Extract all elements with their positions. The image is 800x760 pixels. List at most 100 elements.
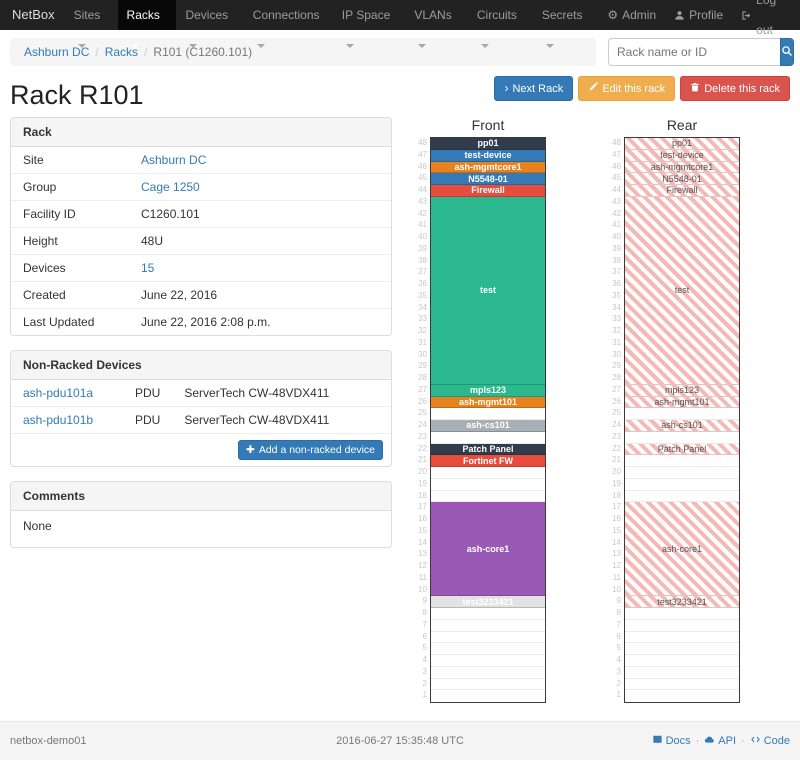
rack-device-front[interactable]: test3233421 bbox=[431, 596, 545, 608]
unit-number: 48 bbox=[612, 138, 621, 147]
docs-link[interactable]: Docs bbox=[652, 734, 691, 748]
unit-number: 44 bbox=[612, 185, 621, 194]
search-button[interactable] bbox=[780, 38, 794, 66]
rack-info-value-link[interactable]: 15 bbox=[141, 261, 155, 275]
rack-info-row: Facility ID C1260.101 bbox=[11, 200, 391, 228]
unit-number: 10 bbox=[612, 584, 621, 594]
logout-menu-item[interactable]: Log out bbox=[732, 0, 790, 37]
api-link[interactable]: API bbox=[704, 734, 736, 748]
footer-separator: · bbox=[695, 735, 700, 747]
unit-number: 6 bbox=[422, 631, 427, 641]
unit-number: 23 bbox=[612, 431, 621, 441]
rack-device-rear[interactable]: ash-core1 bbox=[625, 502, 739, 597]
rack-device-rear[interactable]: Patch Panel bbox=[625, 443, 739, 456]
device-name-link[interactable]: ash-pdu101b bbox=[23, 413, 94, 427]
rack-device-rear[interactable]: ash-mgmt101 bbox=[625, 396, 739, 409]
rack-device-front[interactable]: ash-mgmt101 bbox=[431, 396, 545, 409]
rack-device-rear[interactable]: N5548-01 bbox=[625, 173, 739, 185]
rack-device-front[interactable]: ash-mgmtcore1 bbox=[431, 161, 545, 174]
next-rack-button[interactable]: › Next Rack bbox=[494, 76, 574, 101]
empty-rack-unit bbox=[625, 690, 739, 702]
unit-number: 24 bbox=[612, 420, 621, 429]
unit-number: 5 bbox=[616, 643, 621, 653]
breadcrumb-item[interactable]: Racks bbox=[104, 45, 139, 59]
rack-device-front[interactable]: mpls123 bbox=[431, 384, 545, 397]
unit-number: 39 bbox=[612, 243, 621, 253]
non-racked-panel-footer: ✚ Add a non-racked device bbox=[11, 433, 391, 466]
empty-rack-unit bbox=[431, 478, 545, 491]
device-name-link[interactable]: ash-pdu101a bbox=[23, 386, 94, 400]
unit-number: 35 bbox=[418, 290, 427, 300]
unit-number: 31 bbox=[418, 337, 427, 347]
left-column: Rack Site Ashburn DC Group Cage 1250 Facilit… bbox=[10, 117, 392, 562]
profile-menu-item[interactable]: Profile bbox=[665, 0, 732, 30]
rack-device-front[interactable]: Fortinet FW bbox=[431, 455, 545, 467]
rack-device-rear[interactable]: test3233421 bbox=[625, 596, 739, 608]
nav-item-secrets[interactable]: Secrets bbox=[533, 0, 599, 48]
delete-rack-button[interactable]: Delete this rack bbox=[680, 76, 790, 101]
rack-device-rear[interactable]: test-device bbox=[625, 149, 739, 162]
unit-number: 28 bbox=[612, 373, 621, 382]
unit-number: 11 bbox=[612, 572, 621, 582]
unit-number: 9 bbox=[422, 596, 427, 606]
unit-number: 33 bbox=[612, 314, 621, 324]
nav-item-sites[interactable]: Sites bbox=[65, 0, 118, 48]
rack-info-value-link[interactable]: Cage 1250 bbox=[141, 180, 200, 194]
rack-info-row: Created June 22, 2016 bbox=[11, 281, 391, 309]
add-non-racked-label: Add a non-racked device bbox=[258, 444, 375, 456]
app-brand[interactable]: NetBox bbox=[12, 7, 55, 22]
rack-device-front[interactable]: ash-cs101 bbox=[431, 420, 545, 432]
chevron-down-icon bbox=[256, 43, 265, 48]
unit-number: 40 bbox=[612, 232, 621, 241]
nav-item-label: Connections bbox=[252, 8, 320, 22]
rack-device-front[interactable]: ash-core1 bbox=[431, 502, 545, 597]
title-row: Rack R101 › Next Rack Edit this rack Del… bbox=[10, 76, 790, 111]
main-content: Rack Site Ashburn DC Group Cage 1250 Facilit… bbox=[0, 117, 800, 703]
breadcrumb-item[interactable]: Ashburn DC bbox=[24, 45, 90, 59]
docs-label: Docs bbox=[665, 735, 691, 747]
unit-number: 29 bbox=[418, 361, 427, 371]
add-non-racked-device-button[interactable]: ✚ Add a non-racked device bbox=[238, 440, 383, 460]
unit-number: 13 bbox=[418, 549, 427, 559]
unit-number: 36 bbox=[418, 279, 427, 288]
search-input[interactable] bbox=[608, 38, 780, 66]
nav-item-vlans[interactable]: VLANs bbox=[405, 0, 468, 48]
rack-device-rear[interactable]: mpls123 bbox=[625, 384, 739, 397]
footer-hostname: netbox-demo01 bbox=[10, 735, 87, 747]
rack-device-front[interactable]: Patch Panel bbox=[431, 443, 545, 456]
empty-rack-unit bbox=[431, 619, 545, 632]
rack-info-value-link[interactable]: Ashburn DC bbox=[141, 153, 207, 167]
admin-menu-item[interactable]: ⚙ Admin bbox=[598, 0, 665, 30]
rack-device-front[interactable]: Firewall bbox=[431, 185, 545, 197]
unit-number: 40 bbox=[418, 232, 427, 241]
rack-device-rear[interactable]: Firewall bbox=[625, 185, 739, 197]
nav-item-circuits[interactable]: Circuits bbox=[468, 0, 533, 48]
empty-rack-unit bbox=[431, 408, 545, 420]
rack-device-rear[interactable]: ash-cs101 bbox=[625, 420, 739, 432]
unit-number: 7 bbox=[616, 619, 621, 629]
non-racked-panel-title: Non-Racked Devices bbox=[11, 351, 391, 380]
rack-device-front[interactable]: test bbox=[431, 196, 545, 385]
unit-number: 17 bbox=[418, 502, 427, 512]
rack-device-front[interactable]: pp01 bbox=[431, 138, 545, 150]
chevron-down-icon bbox=[418, 43, 427, 48]
empty-rack-unit bbox=[625, 619, 739, 632]
empty-rack-unit bbox=[431, 490, 545, 503]
rack-device-front[interactable]: N5548-01 bbox=[431, 173, 545, 185]
nav-item-ip-space[interactable]: IP Space bbox=[333, 0, 406, 48]
empty-rack-unit bbox=[431, 643, 545, 655]
nav-item-devices[interactable]: Devices bbox=[176, 0, 243, 48]
unit-number: 8 bbox=[422, 608, 427, 617]
nav-item-racks[interactable]: Racks bbox=[117, 0, 177, 48]
edit-rack-button[interactable]: Edit this rack bbox=[578, 76, 676, 101]
nav-item-connections[interactable]: Connections bbox=[244, 0, 333, 48]
unit-number: 12 bbox=[418, 561, 427, 570]
rack-device-rear[interactable]: ash-mgmtcore1 bbox=[625, 161, 739, 174]
rack-device-rear[interactable]: pp01 bbox=[625, 138, 739, 150]
device-name-cell: ash-pdu101b bbox=[11, 407, 123, 434]
code-link[interactable]: Code bbox=[750, 734, 790, 748]
rack-device-rear[interactable]: test bbox=[625, 196, 739, 385]
unit-number: 18 bbox=[418, 490, 427, 500]
rack-info-label: Facility ID bbox=[11, 200, 129, 228]
rack-device-front[interactable]: test-device bbox=[431, 149, 545, 162]
